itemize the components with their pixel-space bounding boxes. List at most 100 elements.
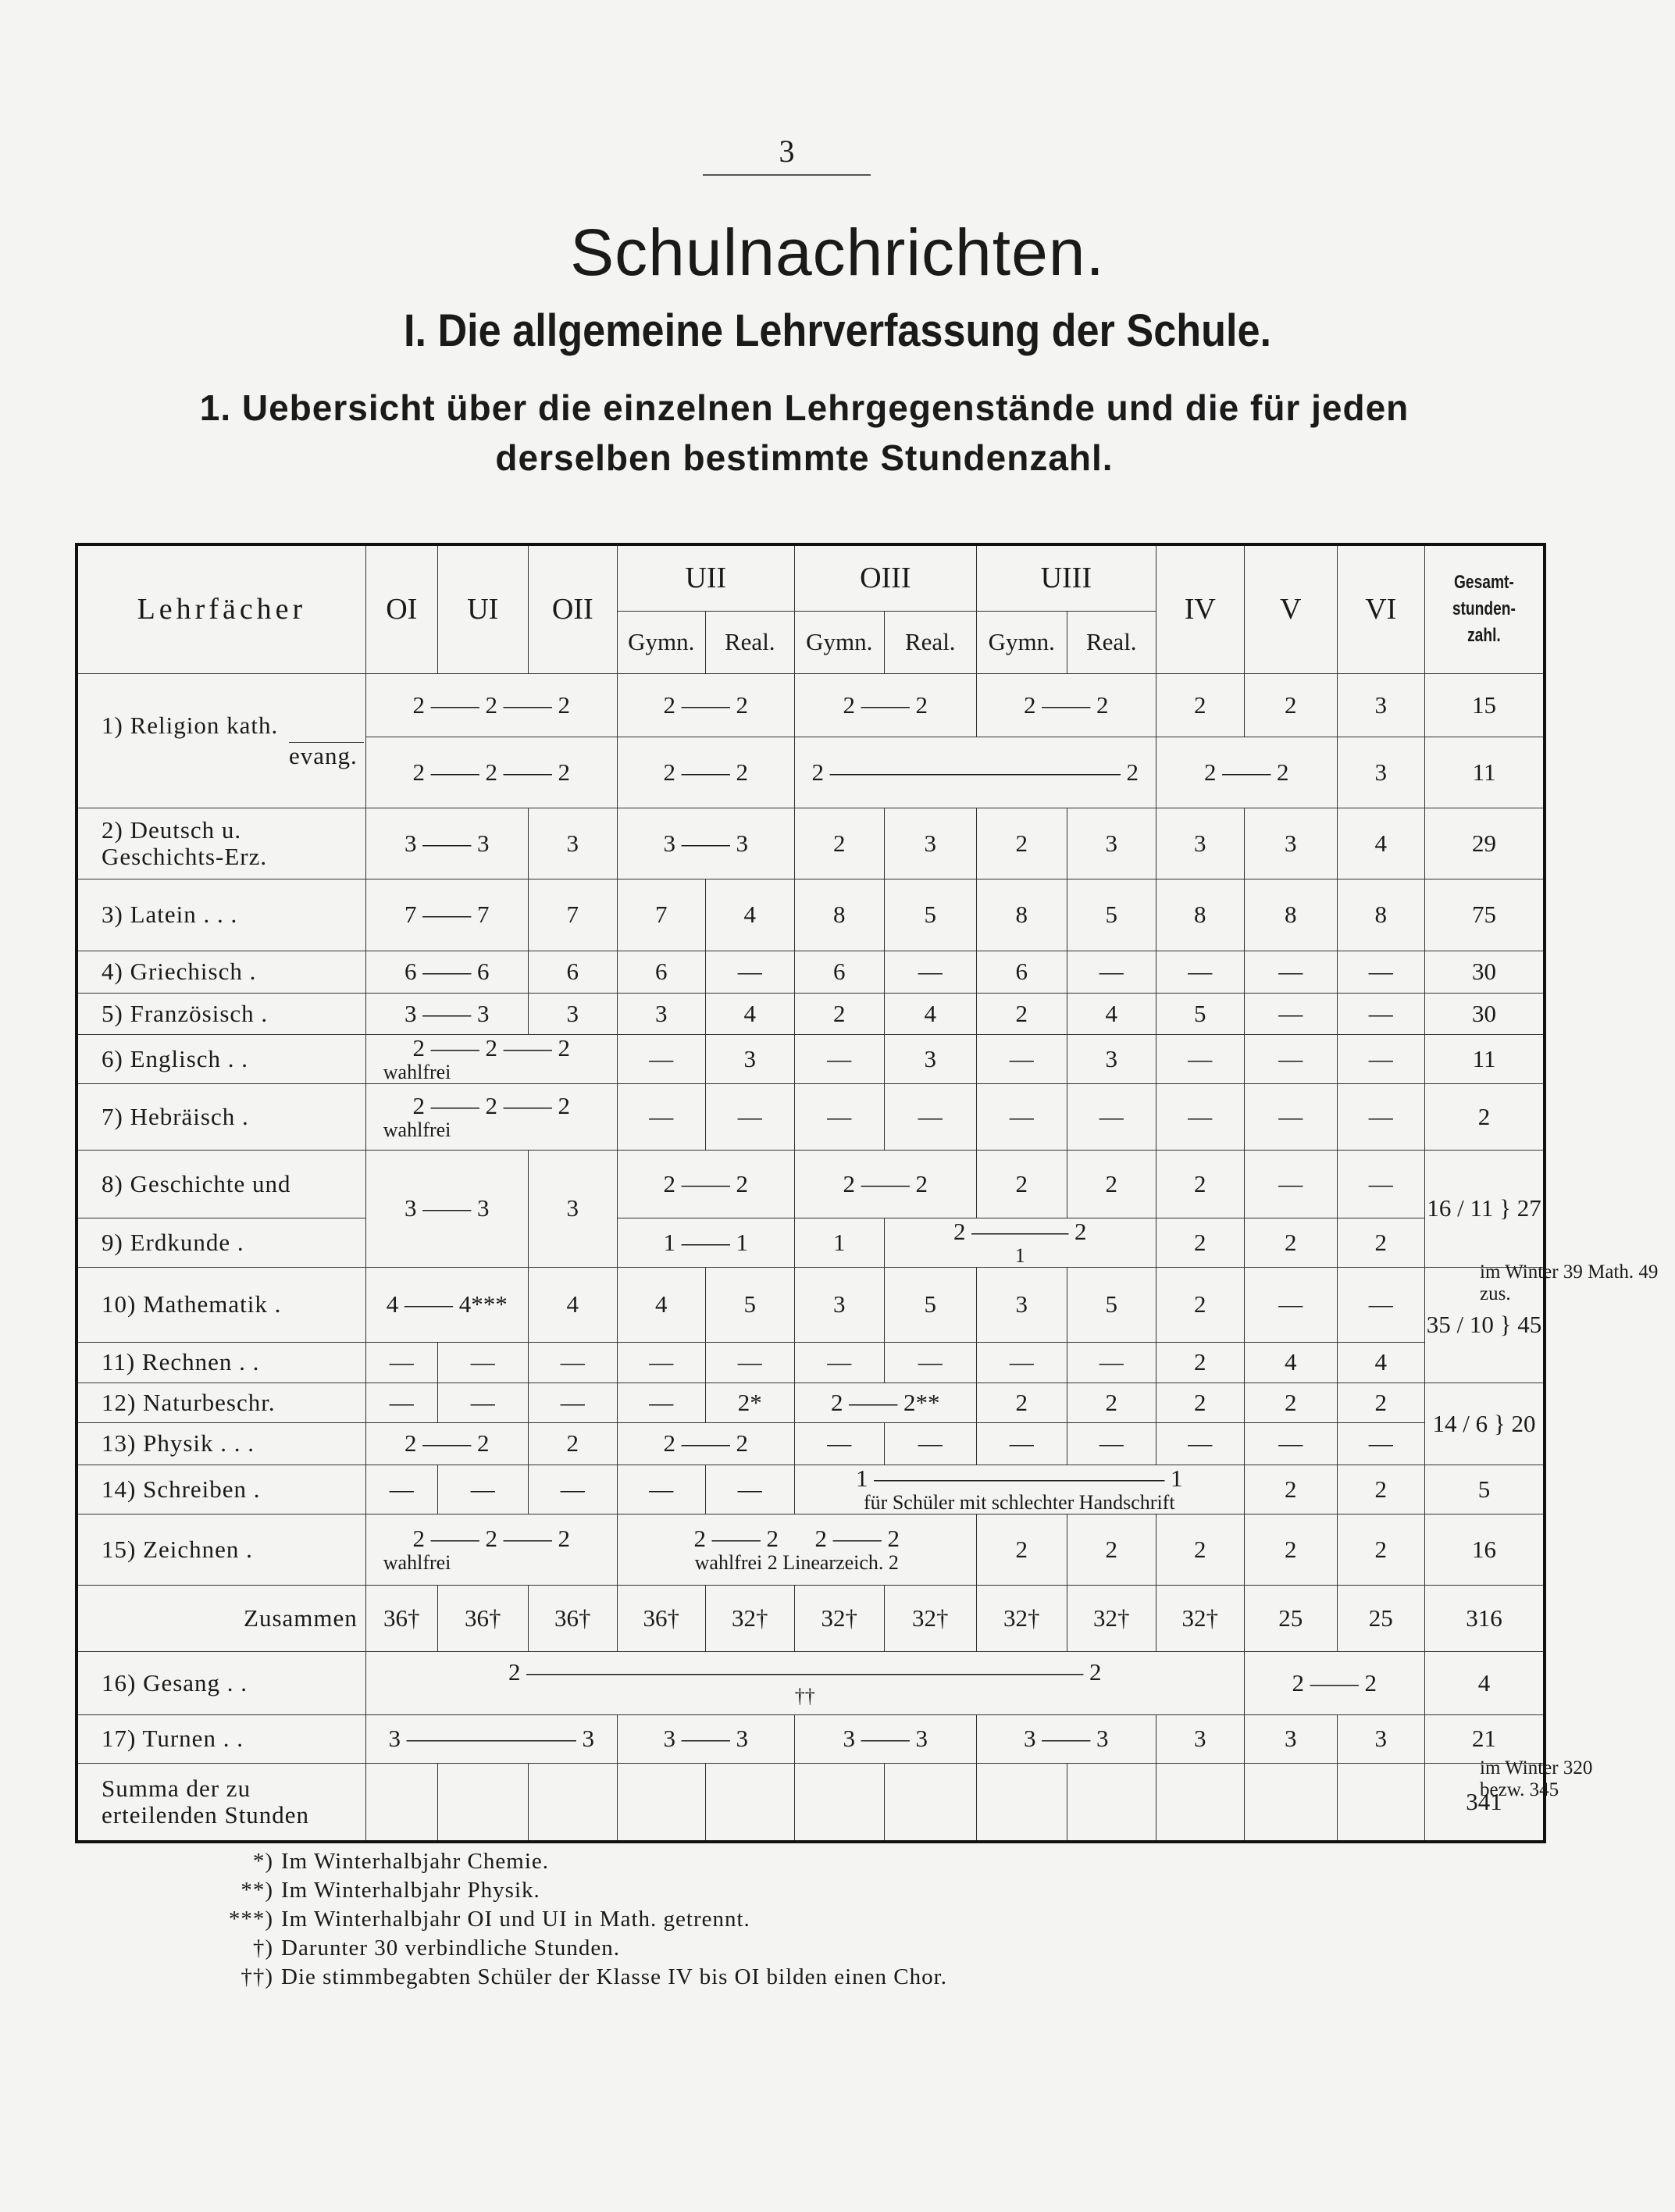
hours-value: 3 [1194,1725,1206,1752]
hours-cell: — [793,1083,885,1151]
hours-value: — [470,1348,495,1375]
hours-value: — [1009,1429,1034,1457]
hours-cell: 8 [1155,878,1245,951]
subject-label: 1) Religion kath. evang. [76,673,366,808]
hours-cell: 2 [975,1149,1067,1218]
hours-value: 3 —— 3 [404,1194,490,1222]
table-row: 12) Naturbeschr. — — — — 2* 2 —— 2** 2 2 2 2 2 14 / … [76,1382,1545,1465]
subject-label: 16) Gesang . . [76,1650,366,1715]
hours-value: 32† [821,1604,858,1632]
subject-text: Zusammen [244,1604,358,1632]
hours-cell: 2 [1243,1513,1338,1586]
hours-value: 4 [743,901,757,928]
hours-cell: 1 [793,1217,885,1268]
hours-value: 1 [833,1228,846,1256]
hours-value: 32† [1003,1604,1040,1632]
hours-cell: 6 [975,950,1067,994]
hours-value: 3 [566,1194,579,1222]
hours-cell: 3 [704,1033,795,1084]
hours-value: 2 [1374,1228,1388,1256]
hours-value: 3 [1015,1290,1028,1318]
hours-value: 4 —— 4*** [386,1290,508,1318]
hours-cell: 25 [1243,1584,1338,1652]
hours-value: 4 [1477,1668,1491,1696]
hours-value: 2 —— 2 —— 2 [412,1524,571,1552]
hours-cell: 8 [1336,878,1425,951]
hours-value: — [1278,958,1303,985]
hours-cell: 2 —— 2** [793,1382,977,1423]
hours-value: 2 ——————————————————————— 2 [508,1657,1102,1686]
subject-text: 9) Erdkunde . [102,1228,244,1256]
hours-cell: — [1243,1266,1338,1343]
hours-value: 4 [924,999,937,1027]
hours-cell: 2 [1243,673,1338,737]
table-row: 3) Latein . . . 7 —— 7 7 7 4 8 5 8 5 8 8 8 75 [76,878,1545,951]
hours-cell: 2 [975,1513,1067,1586]
hours-cell: 4 [1424,1650,1545,1715]
hours-cell: 3 —— 3 [365,1149,529,1268]
hours-cell: 2 [1243,1217,1338,1268]
header-gymn: Gymn. [616,610,706,674]
hours-cell: 2 —— 2 [1155,736,1338,808]
hours-value: 3 [1374,758,1388,786]
hours-value: — [1368,1429,1393,1457]
hours-cell: 7 —— 7 [365,878,529,951]
hours-cell: 6 [793,950,885,994]
hours-value: 16 / 11 } 27 [1427,1194,1541,1222]
hours-value: — [389,1388,414,1416]
hours-value: 5 [743,1290,757,1318]
cell-note: †† [794,1684,815,1707]
hours-cell: 21 [1424,1714,1545,1764]
hours-value: — [918,958,943,985]
hours-value: 3 —— 3 [663,829,749,857]
header-class: VI [1336,544,1425,674]
footnote-mark: ††) [241,1964,273,1989]
hours-cell: 3 [1243,807,1338,879]
header-class: V [1243,544,1338,674]
hours-cell: 4 [1066,992,1156,1035]
hours-value: 2 —— 2 2 —— 2 [693,1524,900,1552]
hours-cell [793,1762,885,1843]
hours-cell: 2 —— 2 [616,1149,795,1218]
hours-value: 2 [1015,999,1028,1027]
hours-cell: 2 ———————————— 2 [793,736,1156,808]
hours-cell: — [1155,950,1245,994]
hours-value: — [1188,958,1213,985]
hours-cell: 2 [1066,1513,1156,1586]
hours-cell: 7 [616,878,706,951]
table-row: Summa der zu erteilenden Stunden 341 [76,1762,1545,1843]
hours-value: 316 [1466,1604,1502,1632]
hours-cell: 2 [975,1382,1067,1423]
hours-value: 5 [1194,999,1206,1027]
hours-cell: 3 [616,992,706,1035]
hours-value: 2* [737,1388,762,1416]
hours-cell: 8 [793,878,885,951]
hours-cell: 2 —— 2 [1243,1650,1425,1715]
hours-cell: — [704,1464,795,1515]
hours-value: 2 [1105,1535,1118,1563]
hours-cell: — [793,1341,885,1383]
hours-value: 8 [1194,901,1206,928]
hours-cell [704,1762,795,1843]
hours-cell: — [1243,1033,1338,1084]
hours-value: 32† [1181,1604,1219,1632]
hours-cell: 2 [1066,1149,1156,1218]
hours-cell: 3 [883,1033,977,1084]
hours-cell: — [975,1083,1067,1151]
header-class: UII [616,544,795,612]
hours-cell: — [883,1083,977,1151]
hours-cell: — [1243,1149,1338,1218]
hours-value: — [918,1102,943,1130]
hours-cell: — [527,1464,618,1515]
hours-cell: 2 —— 2 [975,673,1156,737]
header-class: OIII [793,544,977,612]
hours-value: 2 ———— 2 [953,1218,1087,1245]
hours-value: 14 / 6 } 20 [1432,1409,1536,1437]
hours-cell: — [1243,1422,1338,1465]
hours-value: 3 [1105,1044,1118,1072]
hours-value: 4 [566,1290,579,1318]
hours-cell: 6 [616,950,706,994]
subject-label: 17) Turnen . . [76,1714,366,1764]
hours-cell: — [1155,1083,1245,1151]
